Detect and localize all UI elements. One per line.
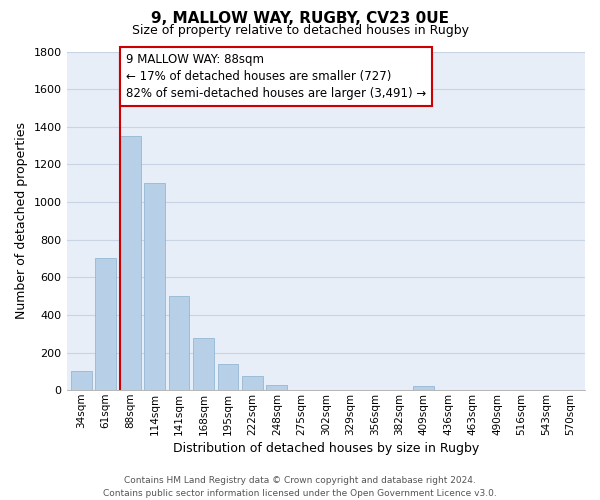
Bar	[120, 136, 140, 390]
Bar	[169, 296, 190, 390]
Bar	[413, 386, 434, 390]
Bar	[71, 372, 92, 390]
Bar	[218, 364, 238, 390]
Bar	[144, 183, 165, 390]
Text: 9, MALLOW WAY, RUGBY, CV23 0UE: 9, MALLOW WAY, RUGBY, CV23 0UE	[151, 11, 449, 26]
Bar	[242, 376, 263, 390]
Text: 9 MALLOW WAY: 88sqm
← 17% of detached houses are smaller (727)
82% of semi-detac: 9 MALLOW WAY: 88sqm ← 17% of detached ho…	[126, 53, 427, 100]
Bar	[193, 338, 214, 390]
Text: Size of property relative to detached houses in Rugby: Size of property relative to detached ho…	[131, 24, 469, 37]
Bar	[95, 258, 116, 390]
X-axis label: Distribution of detached houses by size in Rugby: Distribution of detached houses by size …	[173, 442, 479, 455]
Bar	[266, 384, 287, 390]
Y-axis label: Number of detached properties: Number of detached properties	[15, 122, 28, 320]
Text: Contains HM Land Registry data © Crown copyright and database right 2024.
Contai: Contains HM Land Registry data © Crown c…	[103, 476, 497, 498]
